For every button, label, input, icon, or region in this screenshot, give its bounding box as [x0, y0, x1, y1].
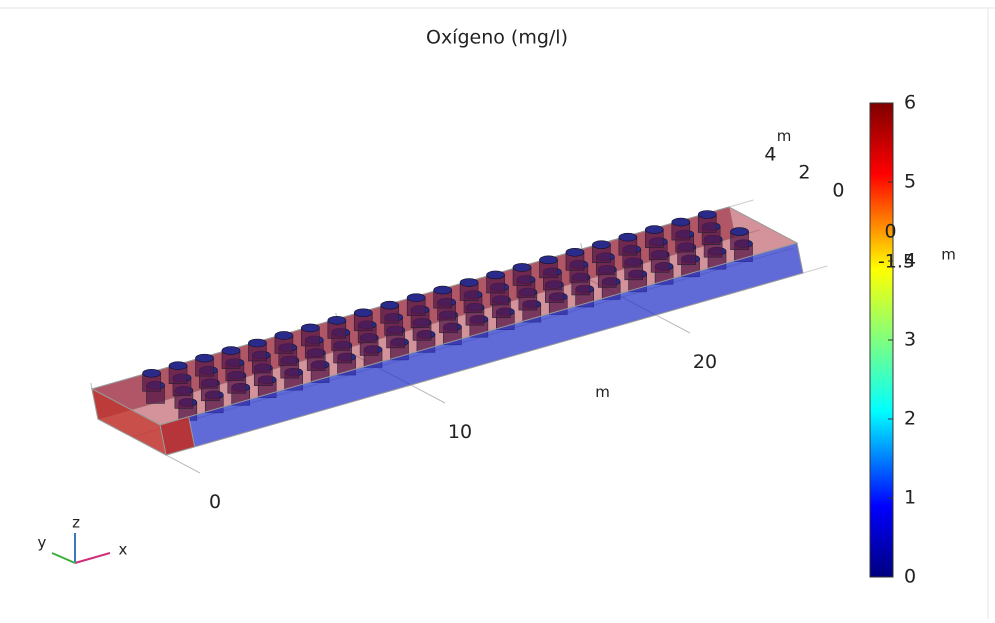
cylinder-top: [565, 247, 585, 257]
cylinder-top: [195, 353, 214, 363]
y-tick-label: 2: [798, 162, 810, 184]
triad-label: z: [72, 514, 80, 532]
cylinder-top: [618, 232, 638, 242]
axis-triad: x y z: [38, 514, 128, 564]
colorbar-tick-label: 1: [904, 487, 916, 509]
chart-title: Oxígeno (mg/l): [426, 27, 568, 49]
colorbar-tick-label: 5: [904, 171, 916, 193]
x-axis-label: m: [595, 383, 610, 401]
cylinder-top: [433, 285, 452, 295]
triad-x: [74, 552, 111, 564]
z-tick-label: 0: [884, 221, 896, 243]
scene: [90, 199, 828, 474]
cylinder-top: [274, 331, 294, 340]
cylinder-top: [221, 346, 241, 355]
cylinder-top: [406, 293, 426, 302]
y-tick-label: 4: [764, 144, 776, 166]
cylinder-top: [142, 368, 161, 378]
cylinder-top: [486, 270, 505, 280]
cylinder-top: [730, 227, 749, 236]
cylinder-top: [539, 255, 558, 265]
triad-label: y: [38, 534, 47, 552]
cylinder-top: [380, 300, 400, 310]
z-axis-label: m: [941, 246, 956, 264]
cylinder-top: [592, 240, 611, 250]
cylinder-top: [671, 217, 691, 227]
cylinder-top: [327, 316, 347, 325]
tank-side: [91, 388, 167, 456]
x-tick-label: 10: [448, 421, 472, 443]
colorbar-tick-label: 4: [904, 250, 916, 272]
colorbar-tick-label: 0: [904, 566, 916, 588]
triad-label: x: [119, 541, 128, 559]
cylinder-top: [353, 308, 373, 318]
colorbar-tick-label: 6: [904, 92, 916, 114]
cylinder-top: [459, 278, 479, 287]
colorbar-tick-label: 3: [904, 329, 916, 351]
cylinder-top: [645, 225, 664, 234]
triad-y: [51, 552, 76, 564]
x-tick-label: 0: [209, 491, 221, 513]
cylinder-top: [168, 361, 188, 370]
z-tick-label: -1.5: [878, 251, 915, 273]
cylinder-top: [301, 323, 320, 333]
cylinder-top: [248, 338, 267, 348]
cylinder-top: [697, 210, 717, 219]
cylinder-top: [512, 263, 532, 272]
y-tick-label: 0: [832, 180, 844, 202]
colorbar-tick-label: 2: [904, 408, 916, 430]
x-tick-label: 20: [693, 351, 717, 373]
y-axis-label: m: [777, 127, 792, 145]
